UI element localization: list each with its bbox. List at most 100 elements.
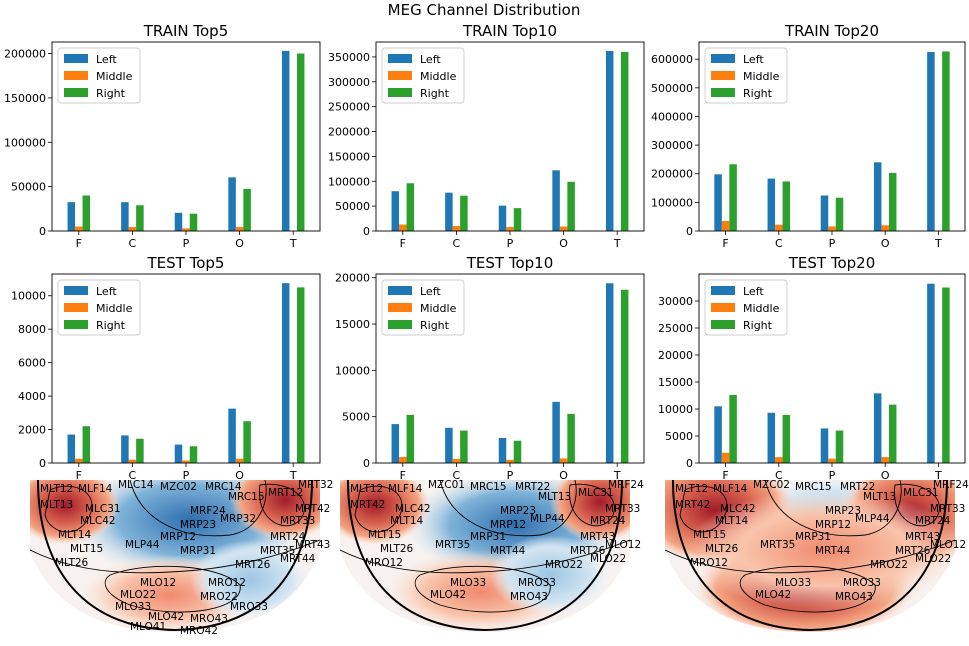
legend-swatch-middle: [388, 71, 412, 80]
channel-label: MRP31: [180, 545, 216, 557]
channel-label: MLT13: [40, 499, 73, 511]
bar-right-P: [835, 197, 844, 231]
legend: Left Middle Right: [704, 47, 788, 104]
channel-label: MRO12: [365, 557, 403, 569]
legend-label: Right: [743, 87, 773, 100]
channel-label: MRO42: [180, 625, 218, 637]
x-tick-label: O: [559, 469, 568, 482]
y-tick-label: 200000: [651, 168, 693, 181]
bar-middle-P: [828, 226, 836, 231]
y-tick-label: 4000: [18, 390, 46, 403]
bar-left-T: [927, 283, 935, 463]
channel-label: MLT12: [350, 483, 383, 495]
bar-right-O: [888, 172, 897, 231]
channel-label: MRT35: [260, 545, 295, 557]
y-tick-label: 30000: [658, 295, 693, 308]
y-tick-label: 10000: [335, 364, 370, 377]
bar-middle-F: [721, 220, 730, 231]
bar-middle-O: [881, 225, 889, 231]
y-tick-label: 50000: [11, 181, 46, 194]
legend: Left Middle Right: [704, 279, 788, 336]
bar-left-T: [281, 50, 290, 232]
y-tick-label: 100000: [328, 175, 370, 188]
legend-swatch-middle: [711, 71, 735, 80]
x-tick-label: P: [829, 237, 836, 250]
y-tick-label: 350000: [328, 51, 370, 64]
bar-right-P: [189, 446, 198, 463]
channel-label: MRT42: [350, 499, 385, 511]
bar-left-F: [391, 424, 400, 463]
x-tick-label: O: [235, 237, 244, 250]
x-tick-label: C: [775, 469, 783, 482]
y-tick-label: 300000: [651, 139, 693, 152]
legend-label: Middle: [96, 70, 133, 83]
topomap-contour: [764, 480, 902, 537]
channel-label: MRT33: [605, 503, 640, 515]
bar-right-T: [620, 51, 629, 231]
channel-label: MLT15: [368, 529, 401, 541]
topomap-contour: [354, 485, 403, 533]
legend-swatch-middle: [711, 303, 735, 312]
bar-middle-F: [721, 452, 730, 463]
channel-label: MZC01: [428, 479, 465, 491]
bar-right-F: [82, 195, 91, 231]
y-tick-label: 100000: [651, 196, 693, 209]
channel-label: MLC42: [720, 503, 756, 515]
channel-label: MLT12: [40, 483, 73, 495]
x-tick-label: F: [76, 469, 82, 482]
topomap-contour: [44, 485, 93, 533]
y-tick-label: 10000: [11, 290, 46, 303]
y-tick-label: 25000: [658, 322, 693, 335]
y-tick-label: 6000: [18, 357, 46, 370]
x-tick-label: T: [613, 469, 621, 482]
chart-title: TEST Top5: [147, 254, 225, 272]
topomap-contour: [340, 539, 630, 574]
x-tick-label: F: [722, 237, 728, 250]
bar-right-F: [406, 183, 415, 231]
channel-label: MLF14: [78, 483, 113, 495]
bar-right-T: [942, 287, 950, 463]
axes-frame: [51, 41, 321, 232]
x-tick-label: O: [881, 237, 890, 250]
y-tick-label: 2000: [18, 424, 46, 437]
bar-left-F: [714, 406, 722, 463]
bar-left-P: [498, 205, 507, 231]
topomap-contour: [414, 565, 551, 613]
channel-label: MLT12: [675, 483, 708, 495]
legend-swatch-right: [711, 88, 735, 97]
topomap-field: [685, 490, 955, 610]
bar-left-C: [445, 192, 453, 231]
bar-left-C: [121, 202, 129, 231]
channel-label: MRT24: [270, 531, 306, 543]
axes-frame: [375, 273, 645, 464]
bar-right-T: [942, 51, 950, 232]
chart-4: TEST Top10 0 5000 10000 15000 20000 F C P O T Left M…: [335, 254, 645, 482]
y-tick-label: 0: [39, 225, 46, 238]
chart-title: TEST Top10: [466, 254, 554, 272]
legend-swatch-middle: [388, 303, 412, 312]
axes-frame: [51, 273, 321, 464]
y-tick-label: 20000: [658, 349, 693, 362]
y-tick-label: 10000: [658, 403, 693, 416]
legend-label: Left: [96, 285, 117, 298]
x-tick-label: P: [183, 237, 190, 250]
bar-left-O: [873, 162, 882, 231]
channel-label: MRO22: [545, 559, 583, 571]
bar-right-T: [296, 53, 305, 231]
bar-middle-O: [881, 457, 889, 463]
bar-left-C: [445, 427, 453, 463]
x-tick-label: P: [507, 237, 514, 250]
y-tick-label: 150000: [328, 150, 370, 163]
bar-right-O: [243, 188, 251, 231]
bar-right-P: [835, 430, 844, 463]
legend-label: Right: [420, 319, 450, 332]
x-tick-label: T: [934, 469, 942, 482]
bar-right-O: [243, 421, 251, 463]
y-tick-label: 250000: [328, 101, 370, 114]
channel-label: MRO33: [518, 577, 556, 589]
y-tick-label: 200000: [328, 126, 370, 139]
legend-swatch-left: [711, 54, 735, 63]
channel-label: MLC42: [80, 515, 116, 527]
